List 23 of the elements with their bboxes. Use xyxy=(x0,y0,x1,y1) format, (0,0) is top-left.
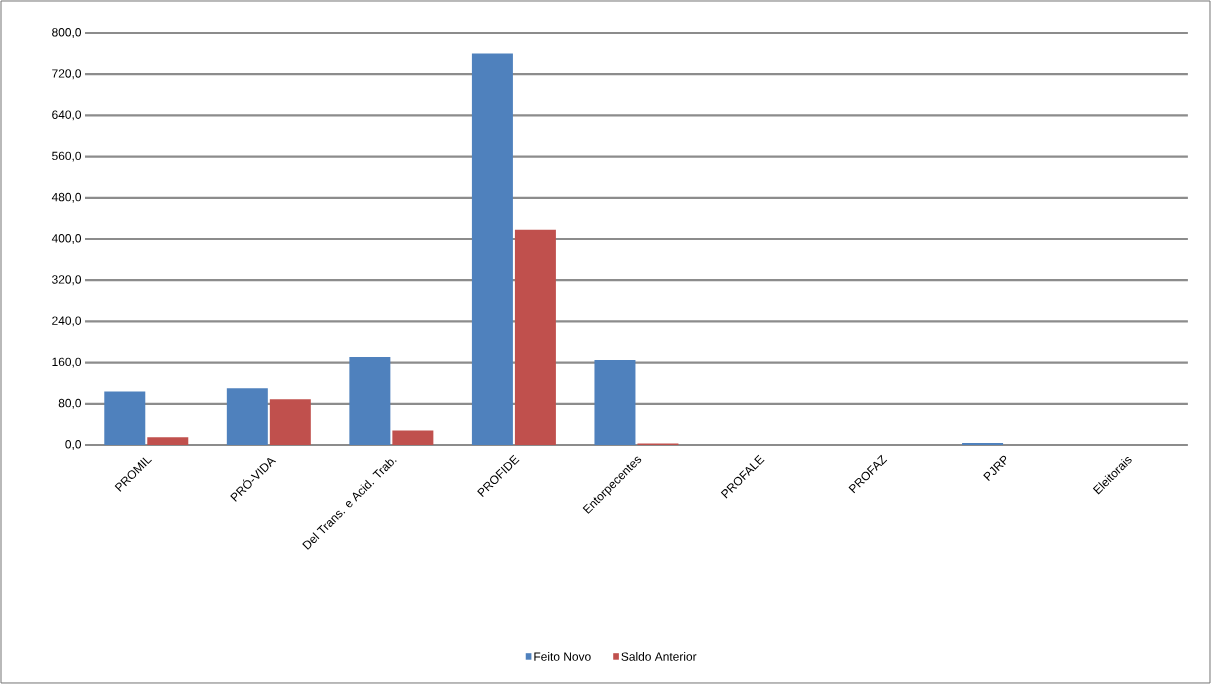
y-tick-label: 720,0 xyxy=(52,69,82,80)
bar xyxy=(514,229,556,445)
bar xyxy=(962,442,1004,445)
bar xyxy=(392,430,434,445)
bar xyxy=(147,437,189,445)
y-tick-label: 240,0 xyxy=(52,316,82,327)
bar xyxy=(349,356,391,445)
y-tick-label: 640,0 xyxy=(52,110,82,121)
y-tick-label: 800,0 xyxy=(52,28,82,38)
y-tick-label: 160,0 xyxy=(52,357,82,368)
legend-label: Feito Novo xyxy=(534,652,591,661)
y-tick-label: 560,0 xyxy=(52,151,82,162)
bar xyxy=(594,360,636,445)
y-tick-label: 320,0 xyxy=(52,275,82,286)
bar xyxy=(226,388,268,445)
y-tick-label: 480,0 xyxy=(51,192,82,203)
bar xyxy=(269,399,311,445)
y-tick-label: 400,0 xyxy=(51,234,82,244)
y-tick-label: 80,0 xyxy=(58,398,82,409)
bar xyxy=(104,391,146,445)
y-tick-label: 0,0 xyxy=(65,440,82,450)
bar xyxy=(471,53,513,445)
legend-label: Saldo Anterior xyxy=(621,652,697,661)
